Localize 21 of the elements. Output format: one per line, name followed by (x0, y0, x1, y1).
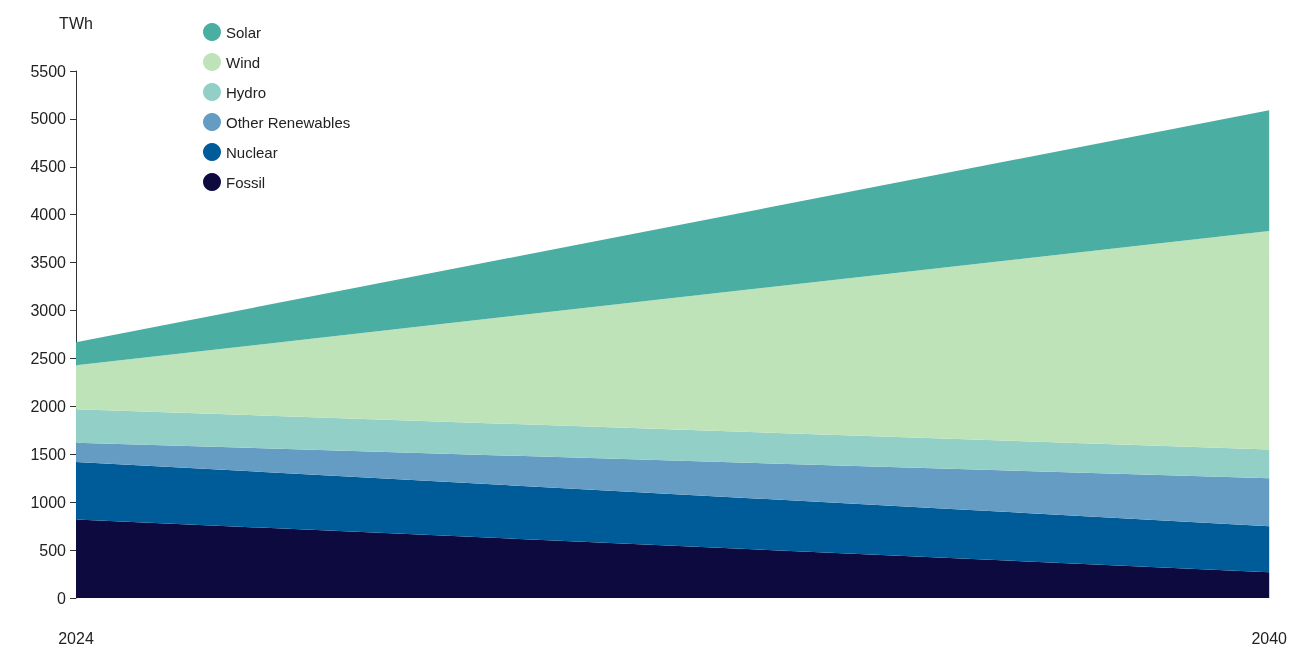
legend-label: Hydro (226, 83, 267, 101)
y-tick-label: 3000 (30, 302, 67, 320)
legend-label: Fossil (226, 173, 266, 191)
legend-label: Nuclear (226, 143, 278, 161)
y-tick-label: 4000 (30, 206, 67, 224)
y-tick-label: 1000 (30, 493, 67, 511)
y-axis-title: TWh (59, 14, 93, 32)
y-tick-label: 1500 (30, 445, 67, 463)
y-tick-label: 2500 (30, 349, 67, 367)
y-tick-label: 2000 (30, 397, 67, 415)
legend-label: Solar (226, 23, 262, 41)
x-tick-label: 2024 (58, 629, 94, 647)
x-tick-label: 2040 (1251, 629, 1288, 647)
legend-label: Other Renewables (226, 113, 351, 131)
y-tick-label: 0 (57, 589, 67, 607)
y-tick-label: 5500 (30, 62, 67, 80)
y-tick-label: 500 (39, 541, 67, 559)
y-tick-label: 5000 (30, 110, 67, 128)
y-tick-label: 3500 (30, 254, 67, 272)
legend-label: Wind (226, 53, 261, 71)
y-tick-label: 4500 (30, 158, 67, 176)
